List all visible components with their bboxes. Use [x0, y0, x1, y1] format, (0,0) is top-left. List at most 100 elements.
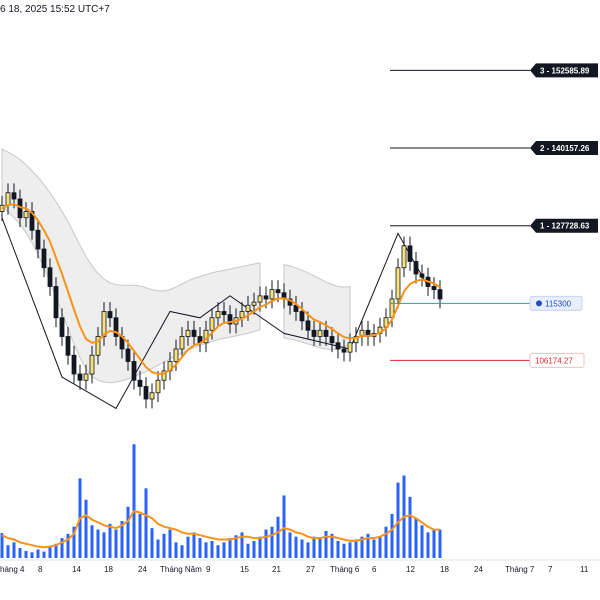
volume-bar [198, 538, 202, 558]
candle [365, 320, 371, 346]
candle [101, 302, 107, 346]
volume-bar [330, 533, 334, 558]
candle-body [23, 211, 29, 219]
chart-header-timestamp: 6 18, 2025 15:52 UTC+7 [0, 4, 110, 15]
candle-body [419, 273, 425, 278]
volume-bar [306, 542, 310, 558]
candle-body [185, 329, 191, 337]
volume-bar [72, 526, 76, 558]
volume-bar [222, 542, 226, 558]
candle [239, 302, 245, 328]
volume-bar [126, 506, 130, 558]
candle [23, 202, 29, 228]
candle [209, 308, 215, 340]
volume-bar [18, 548, 22, 558]
level-layer: 3 - 152585.89 2 - 140157.26 1 - 127728.63 1… [390, 63, 598, 368]
candle-body [353, 336, 359, 344]
volume-bar [348, 542, 352, 558]
fib-level-tag [530, 63, 598, 78]
candle [149, 383, 155, 409]
fib-level-tag [530, 218, 598, 233]
candle-body [269, 289, 275, 300]
volume-bar [396, 482, 400, 558]
volume-bar [438, 529, 442, 558]
fib-level-label: 2 - 140157.26 [540, 144, 590, 153]
volume-bar [426, 532, 430, 558]
candle [77, 364, 83, 390]
candle-body [305, 320, 311, 331]
time-axis-tick: 15 [240, 565, 249, 574]
volume-bar [114, 529, 118, 558]
candle-body [113, 317, 119, 337]
fib-level-label: 3 - 152585.89 [540, 66, 590, 75]
candle [35, 220, 41, 259]
candle-body [53, 286, 59, 319]
candle-body [221, 311, 227, 316]
volume-bar [60, 538, 64, 558]
volume-bar [276, 516, 280, 558]
candle-body [11, 192, 17, 200]
candle [215, 302, 221, 328]
time-axis-tick: háng 4 [0, 565, 25, 574]
volume-bar [48, 546, 52, 558]
volume-bar [0, 533, 4, 558]
candle [83, 364, 89, 390]
time-axis-tick: 9 [206, 565, 211, 574]
candle [41, 239, 47, 278]
candle [353, 327, 359, 353]
candle-body [77, 373, 83, 381]
volume-bar [162, 533, 166, 558]
time-axis-tick: 27 [306, 565, 315, 574]
time-axis-tick: 24 [138, 565, 147, 574]
volume-bar [246, 543, 250, 558]
volume-bar [252, 540, 256, 558]
candle [299, 302, 305, 331]
candle-body [257, 295, 263, 303]
volume-bar [108, 523, 112, 558]
candle [317, 320, 323, 346]
time-axis-tick: 18 [440, 565, 449, 574]
volume-bar [324, 530, 328, 558]
candle-body [215, 311, 221, 319]
candle [113, 308, 119, 346]
candle [395, 258, 401, 309]
candle [269, 280, 275, 309]
low-price-label: 106174.27 [535, 356, 573, 365]
candle-body [317, 329, 323, 337]
candle-body [29, 211, 35, 231]
volume-bar [300, 539, 304, 558]
candle-body [131, 361, 137, 381]
volume-bar [294, 536, 298, 558]
ema-layer [1, 202, 441, 376]
volume-bar [90, 525, 94, 558]
volume-bar [390, 513, 394, 558]
volume-bar [102, 532, 106, 558]
envelope-band-1 [1, 148, 261, 384]
volume-bar [42, 551, 46, 558]
volume-bar [192, 532, 196, 558]
time-axis-tick: 8 [38, 565, 43, 574]
volume-bar [312, 536, 316, 558]
candle [407, 236, 413, 271]
volume-bar [132, 444, 136, 558]
candle [143, 377, 149, 409]
candle-body [47, 267, 53, 287]
candle-body [347, 342, 353, 353]
volume-bar [120, 521, 124, 558]
volume-bar [54, 543, 58, 558]
candle-body [59, 317, 65, 337]
candle-body [395, 267, 401, 300]
volume-layer [0, 444, 442, 558]
zigzag-layer [1, 217, 429, 410]
candle [305, 311, 311, 340]
volume-bar [30, 552, 34, 558]
candle [185, 320, 191, 346]
volume-bar [270, 526, 274, 558]
volume-bar [204, 542, 208, 558]
candle-body [137, 379, 143, 387]
candle-body [89, 354, 95, 375]
candle [191, 320, 197, 346]
fib-level-tag [530, 141, 598, 156]
volume-bar [360, 536, 364, 558]
